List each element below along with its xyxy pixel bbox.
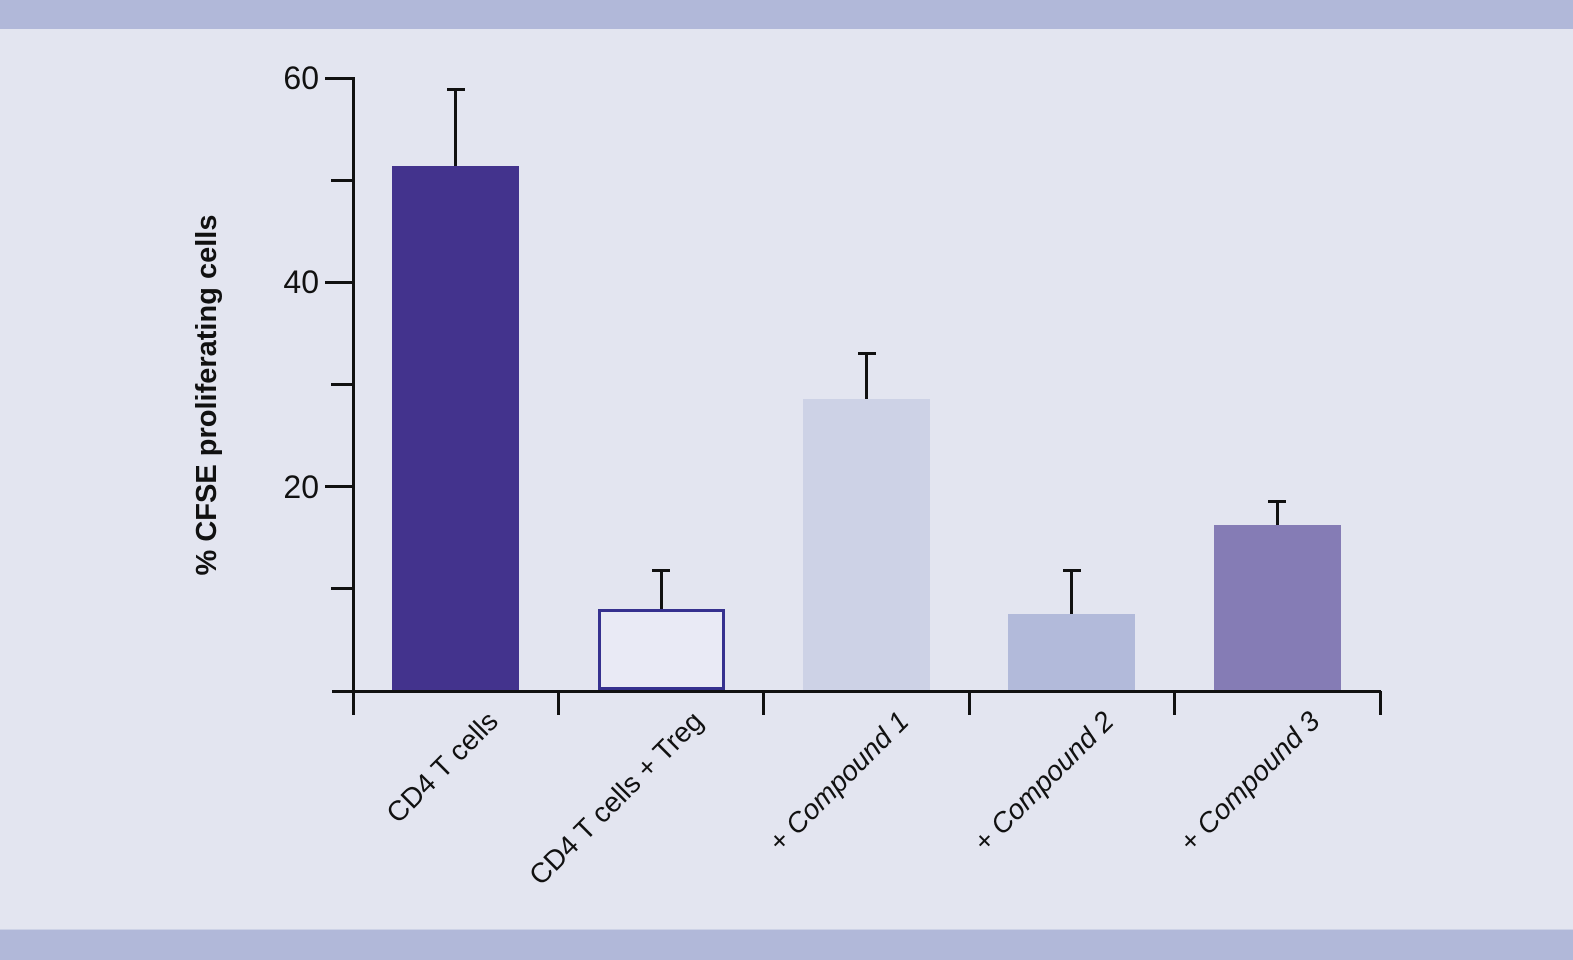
error-bar-cap — [652, 569, 671, 573]
y-major-tick — [325, 280, 353, 284]
error-bar-cap — [857, 351, 876, 355]
y-major-tick — [325, 485, 353, 489]
x-category-label: + Compound 3 — [1173, 705, 1326, 858]
error-bar-stem — [659, 572, 663, 610]
y-major-tick — [325, 76, 353, 80]
x-category-label: + Compound 1 — [762, 705, 915, 858]
top-border-band — [0, 0, 1573, 29]
x-tick — [1173, 691, 1177, 715]
error-bar-cap — [446, 88, 465, 92]
y-tick-label: 40 — [283, 264, 319, 301]
x-tick — [762, 691, 766, 715]
error-bar-stem — [1070, 572, 1074, 615]
y-minor-tick — [331, 587, 353, 591]
x-category-label: CD4 T cells + Treg — [523, 705, 710, 891]
y-minor-tick — [331, 383, 353, 386]
y-tick-label: 60 — [283, 60, 319, 96]
bar-4 — [1008, 614, 1136, 690]
y-minor-tick — [331, 178, 353, 182]
x-tick — [1378, 691, 1382, 715]
error-bar-cap — [1268, 500, 1287, 503]
bar-5 — [1213, 525, 1341, 690]
error-bar-stem — [454, 91, 458, 166]
y-axis-line — [351, 77, 355, 715]
x-tick — [556, 691, 560, 715]
bar-2 — [597, 609, 725, 690]
x-category-label: + Compound 2 — [967, 705, 1121, 858]
y-axis-title: % CFSE proliferating cells — [191, 214, 223, 576]
bar-1 — [392, 165, 520, 690]
error-bar-stem — [865, 354, 868, 399]
x-tick — [351, 691, 355, 715]
x-category-label: CD4 T cells — [380, 705, 504, 829]
y-tick-label: 20 — [283, 468, 319, 505]
bar-3 — [803, 398, 930, 690]
bottom-border-band — [0, 929, 1573, 960]
error-bar-stem — [1275, 503, 1279, 526]
error-bar-cap — [1062, 569, 1081, 573]
x-tick — [967, 691, 971, 715]
x-axis-line — [332, 689, 1381, 693]
